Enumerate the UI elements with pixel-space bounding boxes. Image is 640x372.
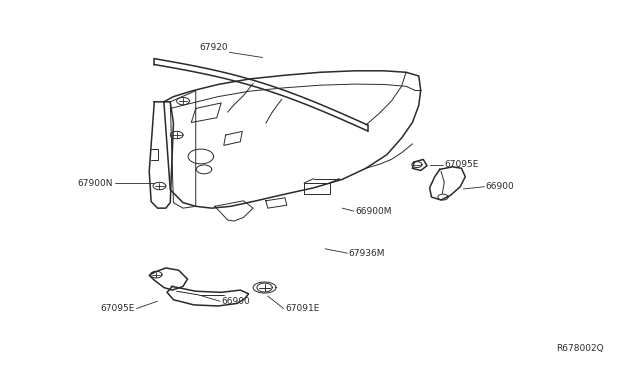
Text: 67095E: 67095E [101,304,135,313]
Text: 67936M: 67936M [349,249,385,258]
Text: 66900: 66900 [221,297,250,306]
Text: 67900N: 67900N [77,179,113,187]
Text: 67091E: 67091E [285,304,319,313]
Text: 66900: 66900 [486,182,515,191]
Text: 66900M: 66900M [355,206,392,216]
Text: R678002Q: R678002Q [556,344,604,353]
Text: 67920: 67920 [199,44,228,52]
Text: 67095E: 67095E [444,160,479,169]
